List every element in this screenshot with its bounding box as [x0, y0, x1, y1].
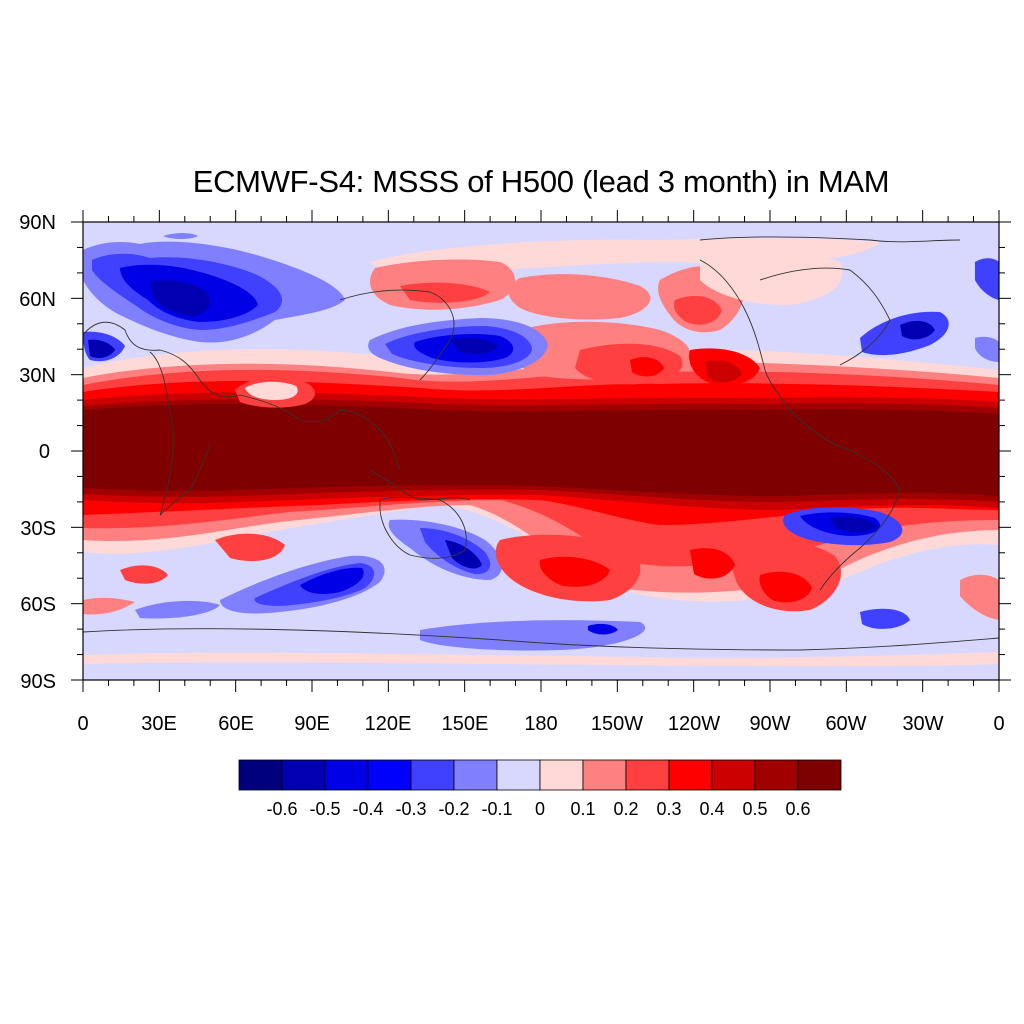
coastline-europe	[83, 321, 241, 398]
colorbar-labels: -0.6 -0.5 -0.4 -0.3 -0.2 -0.1 0 0.1 0.2 …	[266, 799, 810, 819]
contour-north-pos1-c	[700, 252, 843, 306]
contour-southpac-pos4-b	[539, 556, 610, 587]
contour-indian-neg4	[300, 567, 364, 594]
coastline-namerica-east	[759, 267, 891, 366]
lon-tick-label: 30E	[141, 713, 177, 735]
lon-tick-label: 60W	[825, 713, 866, 735]
lon-tick-label: 30W	[902, 713, 943, 735]
lat-tick-label: 0	[39, 441, 50, 463]
contour-sindian-pos3	[215, 533, 285, 562]
contour-antarctic-neg4	[588, 623, 618, 635]
lon-tick-label: 0	[993, 713, 1004, 735]
colorbar-swatch	[582, 759, 627, 791]
colorbar-swatch	[539, 759, 584, 791]
colorbar-label: -0.2	[438, 799, 469, 819]
colorbar-label: 0.6	[785, 799, 810, 819]
contour-south-atl-neg3	[860, 608, 910, 629]
colorbar-swatch	[668, 759, 713, 791]
colorbar-swatch	[496, 759, 541, 791]
colorbar-label: 0.1	[570, 799, 595, 819]
lat-tick-label: 90S	[20, 671, 56, 693]
colorbar-label: -0.4	[352, 799, 383, 819]
contour-arabia-pos1	[245, 381, 298, 400]
contour-antarctic-pos1	[83, 652, 999, 667]
contour-pacific-neg5	[450, 338, 498, 354]
lat-tick-label: 60S	[20, 594, 56, 616]
lat-tick-label: 30S	[20, 518, 56, 540]
lat-tick-label: 30N	[19, 365, 56, 387]
colorbar-swatch	[754, 759, 799, 791]
colorbar-swatch	[797, 759, 842, 791]
contour-north-pos4-f	[630, 357, 664, 377]
colorbar-label: 0.5	[742, 799, 767, 819]
colorbar-swatch	[711, 759, 756, 791]
colorbar-swatch	[238, 759, 283, 791]
coastline-africa	[149, 351, 211, 516]
axis-ticks	[71, 210, 1011, 692]
colorbar-label: -0.1	[481, 799, 512, 819]
coastline-antarctica	[83, 628, 999, 651]
contour-field	[83, 222, 999, 680]
colorbar-label: 0.3	[656, 799, 681, 819]
lon-tick-label: 90E	[294, 713, 330, 735]
contour-pos7	[83, 403, 999, 496]
coastlines	[83, 236, 999, 651]
contour-north-pos3-c	[674, 295, 722, 325]
contour-atlantic-neg5	[900, 320, 935, 340]
colorbar-swatch	[453, 759, 498, 791]
contour-north-pos3-d	[575, 343, 683, 385]
contour-small-neg2	[163, 233, 198, 239]
colorbar-label: 0	[535, 799, 545, 819]
page-title: ECMWF-S4: MSSS of H500 (lead 3 month) in…	[192, 164, 890, 199]
lat-tick-label: 60N	[19, 289, 56, 311]
contour-southamerica-neg5	[830, 516, 878, 533]
lon-tick-label: 180	[524, 713, 557, 735]
lon-tick-label: 120W	[668, 713, 720, 735]
lon-tick-label: 60E	[218, 713, 254, 735]
contour-europe-neg5	[150, 280, 211, 316]
lon-tick-label: 150W	[591, 713, 643, 735]
coastline-australia	[379, 496, 467, 559]
contour-sw-neg2	[135, 600, 220, 619]
contour-edge-neg2	[975, 336, 999, 362]
colorbar-swatch	[324, 759, 369, 791]
contour-north-pos5-e	[705, 360, 742, 383]
lon-tick-label: 0	[77, 713, 88, 735]
colorbar-label: 0.4	[699, 799, 724, 819]
lon-axis: 0 30E 60E 90E 120E 150E 180 150W 120W 90…	[77, 713, 1004, 735]
coastline-namerica-west	[699, 259, 791, 411]
coastline-greenland	[699, 236, 961, 243]
contour-north-pos3-a	[400, 282, 490, 303]
colorbar-label: -0.3	[395, 799, 426, 819]
colorbar-label: -0.6	[266, 799, 297, 819]
lon-tick-label: 150E	[442, 713, 489, 735]
contour-southpac-pos4-a	[759, 571, 812, 603]
coastline-asia-east	[339, 289, 455, 381]
colorbar-swatch	[625, 759, 670, 791]
contour-southpac-pos4-c	[690, 548, 735, 579]
contour-west-neg5	[88, 339, 115, 358]
colorbar-swatch	[281, 759, 326, 791]
colorbar-swatch	[410, 759, 455, 791]
coastline-asia-south	[239, 394, 401, 471]
colorbar	[238, 759, 842, 791]
lon-tick-label: 90W	[749, 713, 790, 735]
contour-edge-pos2	[960, 574, 999, 620]
lon-tick-label: 120E	[365, 713, 412, 735]
contour-sw-pos2	[83, 597, 135, 615]
coastline-samerica	[789, 409, 901, 591]
lat-axis: 90N 60N 30N 0 30S 60S 90S	[19, 212, 56, 693]
contour-edge-neg3	[975, 258, 999, 300]
colorbar-swatch	[367, 759, 412, 791]
contour-satl-pos3	[120, 565, 168, 584]
coastline-indonesia	[369, 469, 471, 501]
colorbar-label: 0.2	[613, 799, 638, 819]
contour-australia-neg5	[445, 540, 482, 569]
lat-tick-label: 90N	[19, 212, 56, 234]
colorbar-label: -0.5	[309, 799, 340, 819]
contour-north-pos2-b	[508, 274, 651, 320]
